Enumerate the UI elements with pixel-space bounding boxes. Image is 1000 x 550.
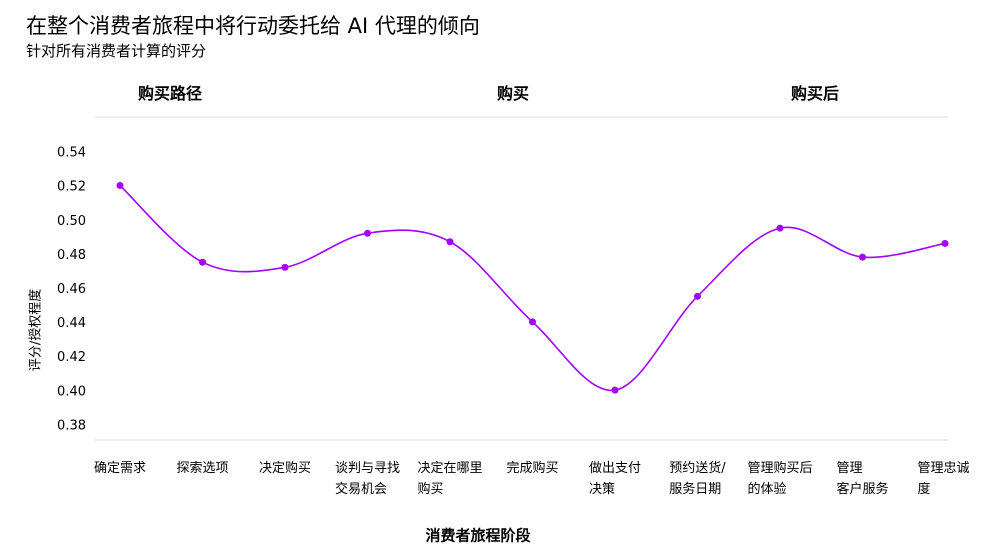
point: [446, 238, 454, 246]
x-tick-label: 做出支付 决策: [588, 461, 642, 497]
x-tick-label: 管理 客户服务: [836, 461, 889, 497]
y-tick-label: 0.50: [57, 214, 86, 229]
stage-group-label: 购买路径: [137, 84, 203, 103]
y-tick-label: 0.40: [57, 384, 86, 399]
x-tick-label: 管理忠诚度: [917, 461, 970, 497]
y-tick-label: 0.46: [57, 282, 86, 297]
y-tick-label: 0.42: [57, 350, 86, 365]
point: [859, 253, 866, 261]
x-tick-label: 决定在哪里 购买: [417, 461, 483, 497]
point: [611, 386, 619, 394]
point: [364, 229, 371, 237]
y-axis-title: 评分/授权程度: [28, 289, 44, 371]
stage-group-label: 购买: [496, 84, 530, 103]
chart-subtitle: 针对所有消费者计算的评分: [26, 42, 207, 60]
y-tick-label: 0.48: [57, 248, 86, 263]
x-tick-label: 预约送货/ 服务日期: [669, 461, 726, 497]
stage-group-label: 购买后: [790, 84, 840, 103]
y-tick-label: 0.54: [57, 146, 86, 161]
chart-title: 在整个消费者旅程中将行动委托给 AI 代理的倾向: [26, 14, 480, 38]
y-tick-label: 0.38: [57, 418, 86, 433]
line: [119, 184, 946, 391]
point: [281, 263, 289, 271]
point: [529, 318, 536, 326]
x-tick-label: 确定需求: [93, 461, 147, 476]
point: [199, 258, 206, 266]
point: [694, 292, 701, 300]
y-tick-label: 0.44: [57, 316, 86, 331]
x-axis-title: 消费者旅程阶段: [425, 527, 530, 545]
point: [116, 181, 124, 189]
x-tick-label: 谈判与寻找 交易机会: [334, 461, 401, 497]
y-tick-label: 0.52: [57, 180, 86, 195]
x-tick-label: 完成购买: [506, 461, 559, 476]
point: [941, 239, 949, 247]
point: [776, 224, 784, 232]
x-tick-label: 决定购买: [258, 461, 312, 476]
x-tick-label: 管理购买后 的体验: [747, 461, 813, 497]
x-tick-label: 探索选项: [176, 461, 229, 476]
